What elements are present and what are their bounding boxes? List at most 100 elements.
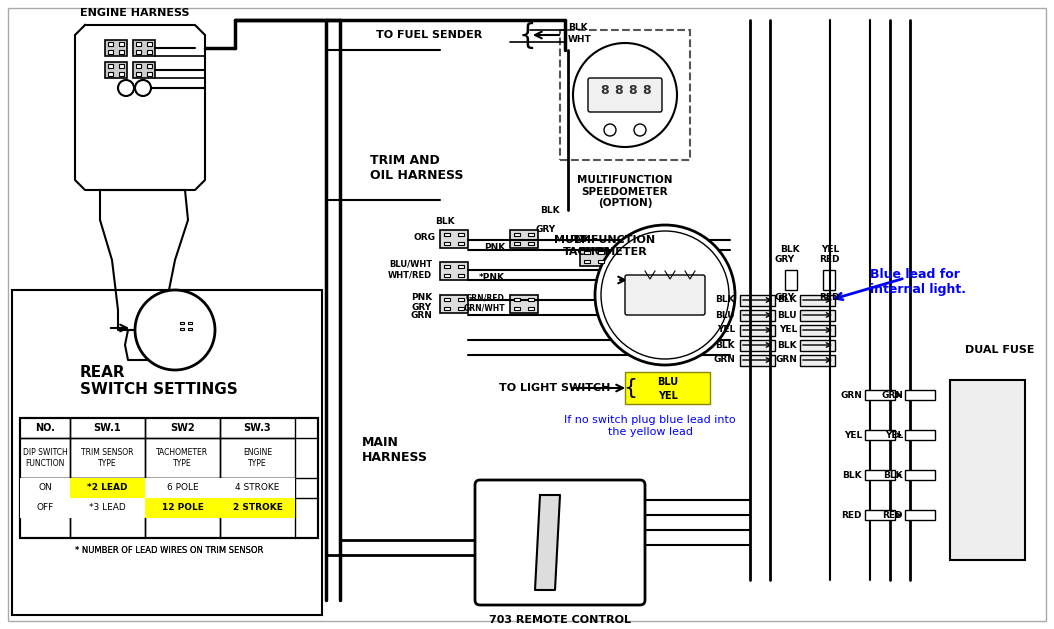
Text: YEL: YEL <box>884 430 903 440</box>
Bar <box>109 64 113 67</box>
Bar <box>180 328 183 330</box>
Bar <box>584 260 590 264</box>
Bar <box>740 340 775 351</box>
Polygon shape <box>100 190 188 330</box>
Text: *PNK: *PNK <box>479 274 505 282</box>
Bar <box>148 42 152 45</box>
Bar <box>514 298 520 301</box>
Bar <box>740 355 775 366</box>
Circle shape <box>135 290 215 370</box>
Text: MULTIFUNCTION
TACHOMETER: MULTIFUNCTION TACHOMETER <box>554 235 656 257</box>
Bar <box>584 251 590 254</box>
Text: BLK: BLK <box>541 206 560 215</box>
Text: TRIM SENSOR
TYPE: TRIM SENSOR TYPE <box>81 448 134 468</box>
Bar <box>823 270 835 290</box>
Bar <box>905 390 935 400</box>
Text: TO LIGHT SWITCH: TO LIGHT SWITCH <box>499 383 610 393</box>
Text: RED: RED <box>841 511 862 520</box>
Bar <box>444 233 450 237</box>
Circle shape <box>601 231 729 359</box>
Bar <box>136 72 140 75</box>
Text: REAR
SWITCH SETTINGS: REAR SWITCH SETTINGS <box>80 365 238 398</box>
Text: YEL: YEL <box>779 325 797 335</box>
Bar <box>105 40 126 56</box>
Bar <box>514 242 520 245</box>
FancyBboxPatch shape <box>588 78 662 112</box>
Text: BLK: BLK <box>778 340 797 350</box>
Text: RED: RED <box>882 511 903 520</box>
Text: YEL: YEL <box>844 430 862 440</box>
Text: PNK: PNK <box>411 294 432 303</box>
Bar <box>180 322 183 324</box>
Bar <box>133 40 155 56</box>
Bar <box>458 242 464 245</box>
Bar <box>440 295 468 313</box>
Bar <box>145 498 220 518</box>
Text: BLK: BLK <box>842 470 862 479</box>
Polygon shape <box>75 25 204 190</box>
Bar <box>189 322 192 324</box>
FancyBboxPatch shape <box>625 275 705 315</box>
Text: If no switch plug blue lead into
the yellow lead: If no switch plug blue lead into the yel… <box>564 415 736 437</box>
Bar <box>136 42 140 45</box>
Bar <box>119 50 123 53</box>
Bar <box>70 498 145 518</box>
Text: BLU: BLU <box>658 377 679 387</box>
Text: BLK: BLK <box>716 296 735 304</box>
Text: YEL: YEL <box>821 245 839 255</box>
Text: RED: RED <box>819 293 839 302</box>
Text: *2 LEAD: *2 LEAD <box>87 484 128 493</box>
Bar <box>458 233 464 237</box>
Text: GRY: GRY <box>775 255 795 264</box>
Bar <box>444 242 450 245</box>
Text: SW.1: SW.1 <box>94 423 121 433</box>
Text: TRIM AND
OIL HARNESS: TRIM AND OIL HARNESS <box>370 154 464 182</box>
Circle shape <box>596 225 735 365</box>
Polygon shape <box>535 495 560 590</box>
Bar <box>625 372 710 404</box>
Text: GRN/RED: GRN/RED <box>466 294 505 303</box>
Bar <box>458 274 464 277</box>
Bar <box>444 265 450 269</box>
Bar <box>800 340 835 351</box>
Bar <box>70 478 145 498</box>
Bar <box>136 50 140 53</box>
Text: BLK: BLK <box>568 23 588 33</box>
Bar <box>220 478 295 498</box>
Text: GRN: GRN <box>881 391 903 399</box>
Bar <box>800 310 835 321</box>
Bar <box>440 262 468 280</box>
Text: YEL: YEL <box>717 325 735 335</box>
Bar <box>119 42 123 45</box>
Bar <box>740 325 775 336</box>
Text: *3 LEAD: *3 LEAD <box>90 503 125 513</box>
Bar <box>440 230 468 248</box>
Text: 8: 8 <box>643 84 651 97</box>
Text: 6 POLE: 6 POLE <box>167 484 198 493</box>
Bar <box>178 320 194 332</box>
Text: GRY: GRY <box>775 293 795 302</box>
Bar <box>119 64 123 67</box>
Text: BLK: BLK <box>435 217 455 226</box>
Text: {: { <box>519 22 535 50</box>
Text: MULTIFUNCTION
SPEEDOMETER
(OPTION): MULTIFUNCTION SPEEDOMETER (OPTION) <box>578 175 672 208</box>
Bar <box>905 470 935 480</box>
Text: NO.: NO. <box>35 423 55 433</box>
Text: ORG: ORG <box>413 233 435 242</box>
Text: WHT/RED: WHT/RED <box>388 270 432 279</box>
Bar <box>133 62 155 78</box>
Text: GRN: GRN <box>775 355 797 364</box>
Text: RED: RED <box>819 255 839 264</box>
Bar <box>560 30 690 160</box>
Text: 4 STROKE: 4 STROKE <box>235 484 279 493</box>
Circle shape <box>604 124 616 136</box>
Bar <box>950 380 1024 560</box>
Bar <box>20 498 70 518</box>
Bar <box>599 251 604 254</box>
Circle shape <box>135 80 151 96</box>
Text: DUAL FUSE: DUAL FUSE <box>965 345 1035 355</box>
Text: OFF: OFF <box>37 503 54 513</box>
Bar <box>148 50 152 53</box>
Text: YEL: YEL <box>658 391 678 401</box>
Text: GRN/WHT: GRN/WHT <box>464 304 505 313</box>
